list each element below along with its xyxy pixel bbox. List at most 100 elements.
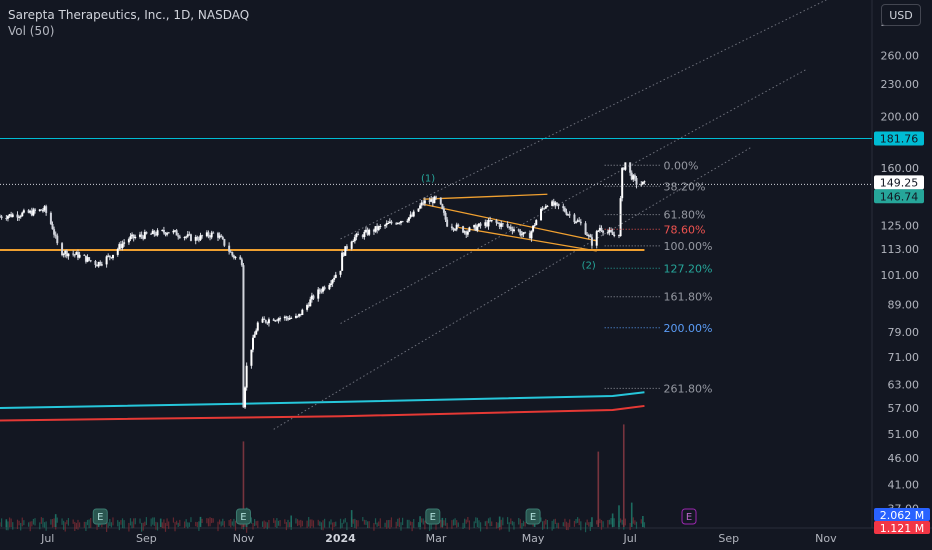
volume-bar [209,517,211,527]
volume-bar [86,519,89,526]
time-axis-tick: Nov [233,532,255,545]
candle-body [288,318,291,320]
candle-body [143,231,146,239]
volume-bar [417,522,420,528]
volume-bar [379,518,381,529]
volume-bar [465,519,467,524]
candle-body [629,162,632,173]
volume-bar [309,519,311,529]
volume-bar [217,521,219,532]
volume-bar [331,522,334,531]
earnings-marker-label: E [430,512,436,523]
volume-badge [874,521,930,534]
candle-body [299,313,302,316]
candle-body [205,232,208,237]
candle-body [167,232,170,234]
moving-average-line [0,404,645,422]
volume-bar [429,522,431,531]
pattern-trend-line [458,226,597,252]
candle-body [641,181,644,185]
volume-bar [352,519,354,524]
candle-body [598,227,601,231]
candle-body [245,365,248,388]
volume-bar [322,520,324,531]
volume-bar [487,518,490,524]
volume-bar [263,520,265,529]
candle-body [632,175,635,180]
candle-body [643,181,646,183]
volume-bar [185,519,187,527]
candle-body [209,236,212,238]
volume-bar [400,522,402,531]
volume-bar [328,521,330,528]
candle-body [119,244,122,248]
candle-body [89,260,92,262]
volume-bar [446,522,448,529]
earnings-marker-label: E [686,512,692,523]
volume-bar [333,522,335,527]
candle-body [99,261,102,265]
candle-body [500,223,503,227]
candle-body [266,322,269,324]
candle-body [587,235,590,237]
volume-bar [580,521,582,531]
volume-bar [575,518,577,524]
volume-bar [457,522,459,527]
volume-bar [34,518,36,526]
candle-body [110,257,113,259]
candle-body [177,235,180,237]
volume-bar [142,522,144,531]
candle-body [22,210,25,213]
candle-body [406,220,409,222]
candle-body [145,231,148,234]
candle-body [132,234,135,239]
volume-bar [440,519,442,528]
candle-body [153,230,156,235]
volume-bar [355,520,358,529]
volume-bar [602,521,604,528]
volume-bar [421,518,423,523]
volume-bar [279,520,281,527]
candle-body [401,221,404,223]
channel-middle-line [340,68,807,324]
candle-body [333,277,336,280]
candle-body [387,222,390,224]
volume-bar [207,518,210,527]
volume-bar [54,514,57,527]
currency-button[interactable]: USD [881,4,921,26]
candle-body [142,236,145,239]
volume-bar [261,521,264,527]
candle-body [586,234,589,236]
volume-bar [553,519,555,529]
fib-level-label: 261.80% [664,382,713,395]
candle-body [543,208,546,210]
volume-bar [350,510,353,527]
volume-bar [362,517,364,522]
volume-bar [564,518,566,527]
volume-bar [543,520,545,529]
candle-body [175,230,178,236]
candle-body [379,225,382,227]
candle-body [600,227,603,231]
volume-bar [473,521,475,529]
candle-body [64,250,67,255]
volume-bar [179,519,181,527]
volume-bar [176,520,178,525]
volume-bar [63,520,65,530]
volume-bar [161,522,163,529]
volume-bar [123,520,125,529]
candle-body [345,246,348,249]
volume-bar [373,522,375,531]
volume-bar [607,520,609,528]
volume-bar [265,521,267,528]
candle-body [606,232,609,234]
volume-bar [231,521,233,526]
volume-bar [346,522,348,531]
symbol-title: Sarepta Therapeutics, Inc., 1D, NASDAQ [8,8,250,22]
volume-bar [230,518,232,528]
chart-legend: Sarepta Therapeutics, Inc., 1D, NASDAQ V… [8,7,249,39]
candle-body [62,254,65,256]
volume-bar [562,522,564,527]
candle-body [118,244,121,249]
